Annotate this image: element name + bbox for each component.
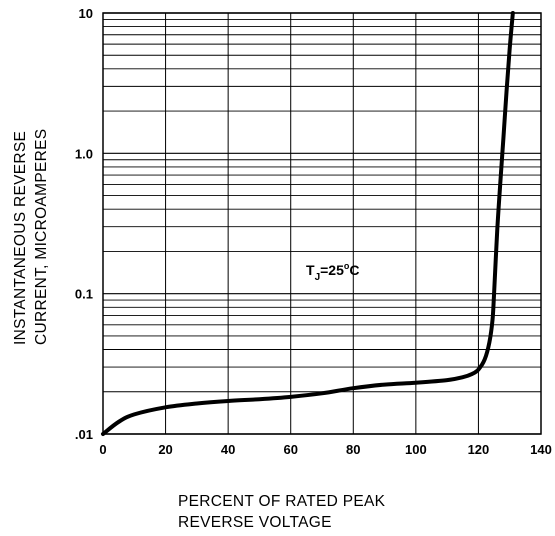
- series-group: [101, 11, 515, 436]
- x-tick-label: 20: [158, 442, 172, 457]
- tick-labels: 0 20 40 60 80 100 120 140 .01 0.1 1.0 10: [75, 6, 552, 457]
- x-axis-label-line-2: REVERSE VOLTAGE: [178, 514, 332, 531]
- y-tick-label: 1.0: [75, 146, 93, 161]
- x-tick-label: 140: [530, 442, 552, 457]
- x-tick-label: 40: [221, 442, 235, 457]
- x-tick-label: 0: [99, 442, 106, 457]
- y-tick-label: 0.1: [75, 287, 93, 302]
- grid: [102, 12, 542, 435]
- y-axis-label-line-2: CURRENT, MICROAMPERES: [33, 129, 50, 345]
- y-tick-label: 10: [79, 6, 93, 21]
- x-tick-label: 80: [346, 442, 360, 457]
- series-line: [101, 11, 515, 436]
- x-tick-label: 60: [283, 442, 297, 457]
- y-axis-label-line-1: INSTANTANEOUS REVERSE: [12, 131, 29, 345]
- annotation-tj: TJ=25oC: [306, 261, 360, 283]
- x-tick-label: 100: [405, 442, 427, 457]
- plot-frame: [102, 12, 542, 435]
- y-tick-label: .01: [75, 427, 93, 442]
- x-tick-label: 120: [468, 442, 490, 457]
- x-axis-label-line-1: PERCENT OF RATED PEAK: [178, 493, 386, 510]
